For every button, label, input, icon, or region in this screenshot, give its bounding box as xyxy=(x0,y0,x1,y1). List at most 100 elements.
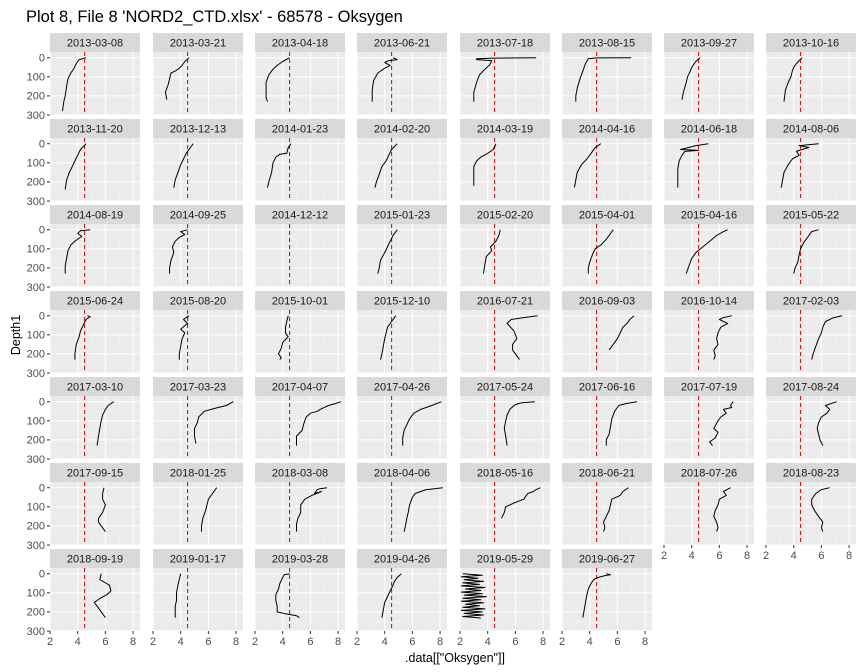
facet-strip-label: 2017-04-26 xyxy=(374,382,430,394)
oxygen-profile-line xyxy=(174,573,182,618)
facet-strip-label: 2016-10-14 xyxy=(681,296,737,308)
oxygen-profile-line xyxy=(74,315,91,360)
oxygen-profile-line xyxy=(587,229,614,274)
oxygen-profile-line xyxy=(381,573,402,618)
y-tick-label: 300 xyxy=(27,626,45,638)
x-tick-label: 6 xyxy=(818,550,824,562)
facet-strip xyxy=(50,33,140,52)
oxygen-profile-line xyxy=(811,487,830,532)
facet-panel: 2018-08-23 xyxy=(765,463,856,546)
x-tick-label: 4 xyxy=(485,636,491,648)
facet-strip-label: 2018-05-16 xyxy=(477,468,533,480)
panel-background xyxy=(562,568,652,631)
oxygen-profile-line xyxy=(194,401,234,444)
facet-panel: 2013-07-18 xyxy=(459,33,550,116)
facet-strip-label: 2014-04-16 xyxy=(579,124,635,136)
y-axes: 0 100 200 300 0 100 200 300 0 100 200 300 0 100 200 300… xyxy=(27,53,50,638)
panel-background xyxy=(357,482,447,545)
facet-panel: 2015-04-01 xyxy=(561,205,652,288)
facet-strip-label: 2017-05-24 xyxy=(477,382,533,394)
facet-panel: 2018-07-26 xyxy=(663,463,754,546)
facet-strip xyxy=(562,463,652,482)
oxygen-profile-line xyxy=(709,401,734,446)
facet-strip-label: 2018-07-26 xyxy=(681,468,737,480)
facet-strip-label: 2019-05-29 xyxy=(477,554,533,566)
facet-strip xyxy=(255,291,345,310)
facet-strip xyxy=(50,377,140,396)
facet-strip xyxy=(50,205,140,224)
facet-strip-label: 2017-06-16 xyxy=(579,382,635,394)
oxygen-profile-line xyxy=(403,487,443,532)
x-tick-label: 4 xyxy=(75,636,81,648)
oxygen-profile-line xyxy=(296,401,341,446)
facet-strip-label: 2019-01-17 xyxy=(170,554,226,566)
facet-strip-label: 2018-08-23 xyxy=(783,468,839,480)
facet-panel: 2017-03-10 xyxy=(49,377,140,460)
y-tick-label: 0 xyxy=(39,311,45,323)
facet-panel: 2019-05-29 xyxy=(459,549,550,632)
facet-panel: 2019-03-28 xyxy=(254,549,345,632)
oxygen-profile-line xyxy=(473,143,497,186)
panel-background xyxy=(766,138,856,201)
facet-panel: 2014-08-19 xyxy=(49,205,140,288)
facet-strip xyxy=(357,33,447,52)
facet-strip xyxy=(664,463,754,482)
facet-panel: 2017-08-24 xyxy=(765,377,856,460)
facet-strip-label: 2018-06-21 xyxy=(579,468,635,480)
panel-background xyxy=(664,396,754,459)
oxygen-profile-line xyxy=(780,143,819,188)
facet-strip-label: 2017-02-03 xyxy=(783,296,839,308)
facet-strip xyxy=(664,291,754,310)
oxygen-profile-line xyxy=(783,57,803,102)
y-tick-label: 300 xyxy=(27,540,45,552)
facet-strip xyxy=(153,291,243,310)
x-axis-title: .data[["Oksygen"]] xyxy=(405,651,505,665)
panel-background xyxy=(255,396,345,459)
facet-strip-label: 2019-04-26 xyxy=(374,554,430,566)
oxygen-profile-line xyxy=(460,573,487,619)
oxygen-profile-line xyxy=(685,229,728,274)
oxygen-profile-line xyxy=(278,315,289,360)
facet-panel: 2018-04-06 xyxy=(356,463,447,546)
oxygen-profile-line xyxy=(713,315,732,360)
facet-strip xyxy=(460,33,550,52)
y-tick-label: 200 xyxy=(27,91,45,103)
x-tick-label: 2 xyxy=(763,550,769,562)
facet-strip-label: 2018-09-19 xyxy=(67,554,123,566)
facet-strip-label: 2014-08-19 xyxy=(67,210,123,222)
x-tick-label: 2 xyxy=(661,550,667,562)
x-tick-label: 8 xyxy=(744,550,750,562)
x-axes: 2 4 6 8 2 4 6 8 2 4 6 8 2 4 6 8 2 4 6 8 2 4 6 8 2 4 6 8 2 4 6 8 xyxy=(47,545,852,648)
y-tick-label: 300 xyxy=(27,196,45,208)
x-tick-label: 2 xyxy=(559,636,565,648)
panel-background xyxy=(460,138,550,201)
panel-background xyxy=(153,482,243,545)
facet-panel: 2017-07-19 xyxy=(663,377,754,460)
oxygen-profile-line xyxy=(816,401,837,446)
facet-strip xyxy=(255,463,345,482)
panel-background xyxy=(460,310,550,373)
facet-strip xyxy=(255,549,345,568)
panel-background xyxy=(357,396,447,459)
oxygen-profile-line xyxy=(380,315,397,360)
facet-strip-label: 2015-10-01 xyxy=(272,296,328,308)
facet-panel: 2017-04-07 xyxy=(254,377,345,460)
x-tick-label: 6 xyxy=(512,636,518,648)
facet-panel: 2019-04-26 xyxy=(356,549,447,632)
facet-strip xyxy=(357,291,447,310)
x-tick-label: 4 xyxy=(382,636,388,648)
facet-strip-label: 2019-03-28 xyxy=(272,554,328,566)
y-tick-label: 100 xyxy=(27,416,45,428)
x-tick-label: 2 xyxy=(47,636,53,648)
facet-panel: 2017-04-26 xyxy=(356,377,447,460)
facet-panel: 2013-09-27 xyxy=(663,33,754,116)
oxygen-profile-line xyxy=(811,315,843,360)
panel-background xyxy=(562,482,652,545)
x-tick-label: 4 xyxy=(791,550,797,562)
facet-strip xyxy=(460,377,550,396)
facet-strip-label: 2013-04-18 xyxy=(272,38,328,50)
panel-background xyxy=(664,138,754,201)
facet-strip xyxy=(50,119,140,138)
facet-strip-label: 2014-02-20 xyxy=(374,124,430,136)
